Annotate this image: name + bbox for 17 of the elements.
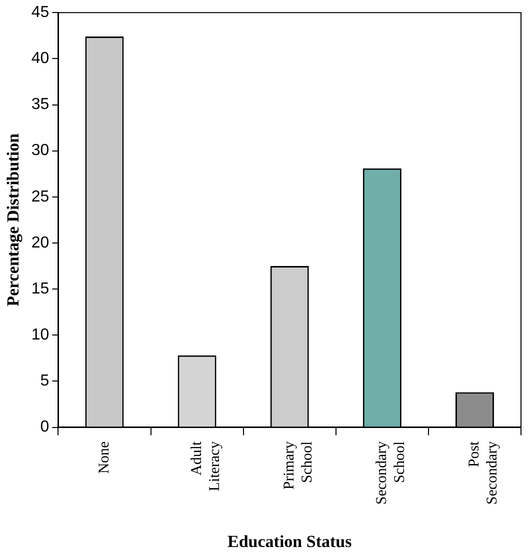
- x-tick-label: Primary School: [282, 440, 316, 490]
- x-tick-label: Post Secondary: [466, 440, 501, 505]
- y-tick-label: 15: [31, 280, 50, 298]
- y-tick-label: 10: [31, 326, 50, 344]
- y-tick-label: 25: [31, 188, 50, 206]
- y-tick-label: 45: [31, 4, 50, 22]
- y-tick-label: 30: [31, 142, 50, 160]
- x-tick-label: Adult Literacy: [188, 440, 223, 492]
- y-axis-title: Percentage Distribution: [4, 132, 23, 306]
- y-tick-label: 20: [31, 234, 50, 252]
- x-axis-title: Education Status: [227, 532, 352, 552]
- y-tick-label: 5: [40, 372, 50, 390]
- y-tick-label: 40: [31, 50, 50, 68]
- x-tick-label: Secondary School: [374, 440, 408, 505]
- x-tick-label: None: [96, 440, 112, 474]
- y-tick-label: 35: [31, 96, 50, 114]
- y-tick-label: 0: [40, 418, 50, 436]
